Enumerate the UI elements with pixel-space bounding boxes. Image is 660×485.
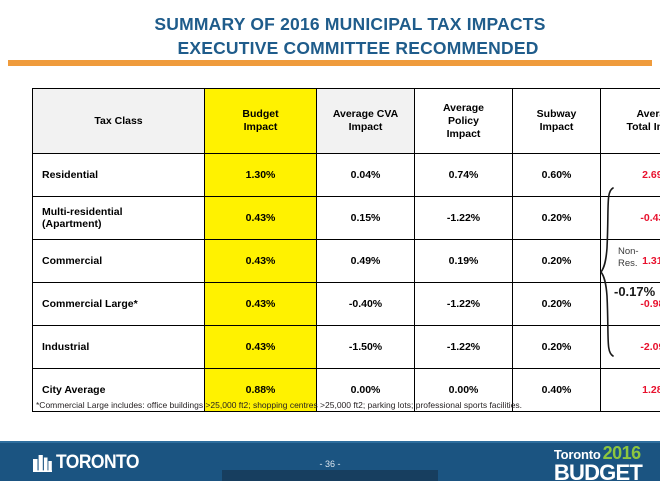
cell-budget-impact: 0.43% bbox=[205, 283, 317, 326]
header-tax-class-label: Tax Class bbox=[94, 115, 142, 127]
cell-tax-class-text: Residential bbox=[42, 169, 98, 181]
budget-logo-year: 2016 bbox=[603, 446, 641, 461]
cell-tax-class-text: Industrial bbox=[42, 341, 89, 353]
cell-budget-impact: 0.43% bbox=[205, 240, 317, 283]
non-residential-label-line1: Non- bbox=[618, 246, 639, 257]
cell-average-policy-impact: 0.19% bbox=[415, 240, 513, 283]
orange-divider-rule bbox=[8, 60, 652, 66]
cell-subway-impact: 0.60% bbox=[513, 154, 601, 197]
footer-accent-line bbox=[0, 441, 660, 443]
table-row: Commercial Large* 0.43% -0.40% -1.22% 0.… bbox=[33, 283, 660, 326]
cell-average-cva-impact: 0.04% bbox=[317, 154, 415, 197]
table-row: Commercial 0.43% 0.49% 0.19% 0.20% 1.31% bbox=[33, 240, 660, 283]
header-average-policy-impact: Average Policy Impact bbox=[415, 89, 513, 154]
header-average-policy-impact-line3: Impact bbox=[447, 128, 481, 140]
non-residential-value: -0.17% bbox=[614, 284, 655, 299]
table-row: Residential 1.30% 0.04% 0.74% 0.60% 2.69… bbox=[33, 154, 660, 197]
header-average-total-impact-line1: Average bbox=[636, 108, 660, 120]
curly-brace-icon bbox=[600, 186, 624, 358]
media-player-bar[interactable] bbox=[222, 470, 438, 481]
header-average-cva-impact: Average CVA Impact bbox=[317, 89, 415, 154]
tax-impacts-table: Tax Class Budget Impact Average CVA Impa… bbox=[32, 88, 660, 412]
cell-budget-impact: 0.43% bbox=[205, 326, 317, 369]
cell-tax-class-text: Commercial bbox=[42, 255, 102, 267]
title-line-1: SUMMARY OF 2016 MUNICIPAL TAX IMPACTS bbox=[0, 12, 660, 36]
header-average-cva-impact-line1: Average CVA bbox=[333, 108, 398, 120]
cell-average-policy-impact: -1.22% bbox=[415, 283, 513, 326]
header-average-total-impact: Average Total Impact bbox=[601, 89, 660, 154]
cell-tax-class: Commercial Large* bbox=[33, 283, 205, 326]
cell-tax-class-text: Commercial Large* bbox=[42, 298, 138, 310]
cell-tax-class: Multi-residential (Apartment) bbox=[33, 197, 205, 240]
cell-budget-impact: 1.30% bbox=[205, 154, 317, 197]
header-budget-impact-line1: Budget bbox=[242, 108, 278, 120]
cell-subway-impact: 0.20% bbox=[513, 197, 601, 240]
non-residential-label-line2: Res. bbox=[618, 258, 638, 269]
title-line-2: EXECUTIVE COMMITTEE RECOMMENDED bbox=[0, 36, 660, 60]
cell-tax-class-text: City Average bbox=[42, 384, 105, 396]
cell-tax-class-subtext: (Apartment) bbox=[42, 218, 102, 230]
cell-subway-impact: 0.20% bbox=[513, 283, 601, 326]
table-row: Multi-residential (Apartment) 0.43% 0.15… bbox=[33, 197, 660, 240]
cell-subway-impact: 0.20% bbox=[513, 326, 601, 369]
cell-average-cva-impact: -1.50% bbox=[317, 326, 415, 369]
non-residential-label: Non- Res. bbox=[618, 246, 652, 270]
cell-average-policy-impact: -1.22% bbox=[415, 326, 513, 369]
header-subway-impact-line1: Subway bbox=[537, 108, 577, 120]
cell-average-cva-impact: -0.40% bbox=[317, 283, 415, 326]
table-row: Industrial 0.43% -1.50% -1.22% 0.20% -2.… bbox=[33, 326, 660, 369]
header-budget-impact-line2: Impact bbox=[244, 121, 278, 133]
cell-budget-impact: 0.43% bbox=[205, 197, 317, 240]
slide-title-block: SUMMARY OF 2016 MUNICIPAL TAX IMPACTS EX… bbox=[0, 0, 660, 58]
cell-average-total-impact: 1.28% bbox=[601, 369, 660, 412]
media-player-controls[interactable] bbox=[222, 473, 438, 481]
cell-tax-class: Commercial bbox=[33, 240, 205, 283]
cell-average-cva-impact: 0.49% bbox=[317, 240, 415, 283]
toronto-budget-logo: Toronto 2016 BUDGET bbox=[554, 446, 642, 484]
cell-average-policy-impact: -1.22% bbox=[415, 197, 513, 240]
budget-logo-top-line: Toronto 2016 bbox=[554, 446, 642, 461]
cell-tax-class: Residential bbox=[33, 154, 205, 197]
header-average-total-impact-line2: Total Impact bbox=[626, 121, 660, 133]
header-average-cva-impact-line2: Impact bbox=[349, 121, 383, 133]
table-header-row: Tax Class Budget Impact Average CVA Impa… bbox=[33, 89, 660, 154]
cell-average-cva-impact: 0.15% bbox=[317, 197, 415, 240]
header-subway-impact: Subway Impact bbox=[513, 89, 601, 154]
header-average-policy-impact-line1: Average bbox=[443, 102, 484, 114]
cell-subway-impact: 0.20% bbox=[513, 240, 601, 283]
cell-tax-class: Industrial bbox=[33, 326, 205, 369]
header-tax-class: Tax Class bbox=[33, 89, 205, 154]
footnote-text: *Commercial Large includes: office build… bbox=[36, 399, 556, 412]
header-subway-impact-line2: Impact bbox=[540, 121, 574, 133]
header-budget-impact: Budget Impact bbox=[205, 89, 317, 154]
header-average-policy-impact-line2: Policy bbox=[448, 115, 479, 127]
non-residential-annotation: Non- Res. -0.17% bbox=[600, 186, 660, 358]
cell-tax-class-text: Multi-residential bbox=[42, 206, 123, 218]
cell-average-policy-impact: 0.74% bbox=[415, 154, 513, 197]
